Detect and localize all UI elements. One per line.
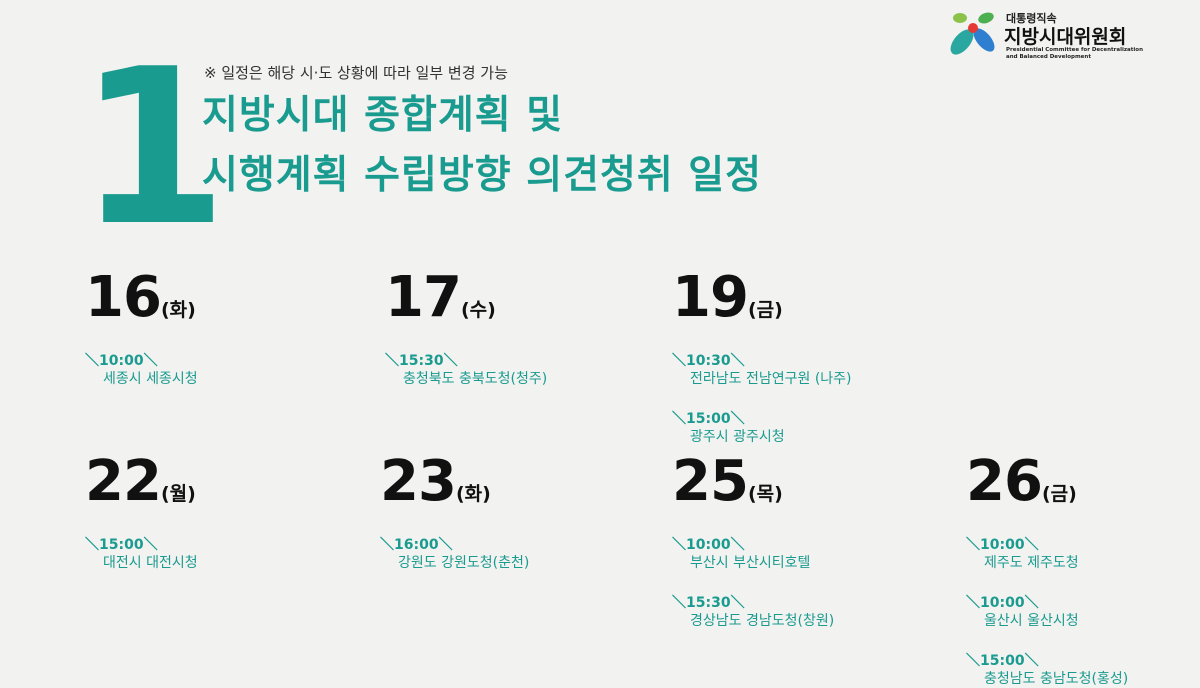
event-place: 제주도 제주도청 [984, 555, 1079, 571]
event-time: ＼10:30＼ [672, 353, 745, 369]
day-date: 19(금) [672, 268, 962, 340]
schedule-day: 22(월) ＼15:00＼ 대전시 대전시청 [85, 452, 375, 572]
event-place: 전라남도 전남연구원 (나주) [690, 371, 852, 387]
schedule-day: 25(목) ＼10:00＼ 부산시 부산시티호텔 ＼15:30＼ 경상남도 경남도청(창… [672, 452, 962, 630]
day-number: 16 [85, 265, 162, 330]
day-date: 16(화) [85, 268, 375, 340]
day-date: 25(목) [672, 452, 962, 524]
event-time: ＼10:00＼ [966, 595, 1039, 611]
day-date: 23(화) [380, 452, 670, 524]
committee-logo: 대통령직속 지방시대위원회 Presidential Committee for… [946, 6, 1146, 66]
schedule-event: ＼10:00＼ 세종시 세종시청 [85, 352, 375, 388]
page-title: 지방시대 종합계획 및 시행계획 수립방향 의견청취 일정 [202, 86, 762, 206]
day-weekday: (금) [1041, 483, 1077, 505]
day-date: 26(금) [966, 452, 1200, 524]
event-time: ＼10:00＼ [672, 537, 745, 553]
schedule-event: ＼16:00＼ 강원도 강원도청(춘천) [380, 536, 670, 572]
event-place: 경상남도 경남도청(창원) [690, 613, 835, 629]
logo-sup: 대통령직속 [1006, 12, 1057, 25]
event-place: 부산시 부산시티호텔 [690, 555, 811, 571]
event-time: ＼15:00＼ [85, 537, 158, 553]
day-date: 22(월) [85, 452, 375, 524]
title-line-1: 지방시대 종합계획 및 [202, 93, 564, 138]
event-place: 충청북도 충북도청(청주) [403, 371, 548, 387]
day-number: 26 [966, 449, 1043, 514]
day-number: 23 [380, 449, 457, 514]
day-weekday: (수) [460, 299, 496, 321]
logo-name: 지방시대위원회 [1004, 26, 1127, 48]
schedule-event: ＼15:00＼ 충청남도 충남도청(홍성) [966, 652, 1200, 688]
schedule-day: 26(금) ＼10:00＼ 제주도 제주도청 ＼10:00＼ 울산시 울산시청 ＼15:0… [966, 452, 1200, 688]
event-time: ＼15:00＼ [966, 653, 1039, 669]
event-place: 대전시 대전시청 [103, 555, 198, 571]
event-place: 광주시 광주시청 [690, 429, 785, 445]
title-line-2: 시행계획 수립방향 의견청취 일정 [202, 153, 763, 198]
schedule-day: 16(화) ＼10:00＼ 세종시 세종시청 [85, 268, 375, 388]
event-place: 울산시 울산시청 [984, 613, 1079, 629]
event-time: ＼15:30＼ [672, 595, 745, 611]
day-number: 19 [672, 265, 749, 330]
section-number: 1 [78, 22, 228, 273]
schedule-event: ＼15:30＼ 경상남도 경남도청(창원) [672, 594, 962, 630]
day-weekday: (화) [455, 483, 491, 505]
logo-en: Presidential Committee for Decentralizat… [1006, 47, 1143, 60]
schedule-day: 17(수) ＼15:30＼ 충청북도 충북도청(청주) [385, 268, 675, 388]
event-time: ＼15:30＼ [385, 353, 458, 369]
day-weekday: (금) [747, 299, 783, 321]
schedule-event: ＼15:30＼ 충청북도 충북도청(청주) [385, 352, 675, 388]
event-time: ＼16:00＼ [380, 537, 453, 553]
schedule-event: ＼10:30＼ 전라남도 전남연구원 (나주) [672, 352, 962, 388]
day-number: 17 [385, 265, 462, 330]
day-weekday: (화) [160, 299, 196, 321]
schedule-day: 19(금) ＼10:30＼ 전라남도 전남연구원 (나주) ＼15:00＼ 광주시 광주… [672, 268, 962, 446]
day-number: 22 [85, 449, 162, 514]
event-time: ＼10:00＼ [966, 537, 1039, 553]
event-time: ＼10:00＼ [85, 353, 158, 369]
logo-emblem-icon [950, 12, 995, 55]
event-place: 충청남도 충남도청(홍성) [984, 671, 1129, 687]
schedule-event: ＼10:00＼ 울산시 울산시청 [966, 594, 1200, 630]
schedule-event: ＼10:00＼ 부산시 부산시티호텔 [672, 536, 962, 572]
day-number: 25 [672, 449, 749, 514]
schedule-day: 23(화) ＼16:00＼ 강원도 강원도청(춘천) [380, 452, 670, 572]
event-time: ＼15:00＼ [672, 411, 745, 427]
event-place: 강원도 강원도청(춘천) [398, 555, 530, 571]
schedule-note: ※ 일정은 해당 시·도 상황에 따라 일부 변경 가능 [204, 64, 508, 82]
day-weekday: (월) [160, 483, 196, 505]
day-date: 17(수) [385, 268, 675, 340]
event-place: 세종시 세종시청 [103, 371, 198, 387]
schedule-event: ＼15:00＼ 광주시 광주시청 [672, 410, 962, 446]
schedule-event: ＼10:00＼ 제주도 제주도청 [966, 536, 1200, 572]
day-weekday: (목) [747, 483, 783, 505]
schedule-event: ＼15:00＼ 대전시 대전시청 [85, 536, 375, 572]
